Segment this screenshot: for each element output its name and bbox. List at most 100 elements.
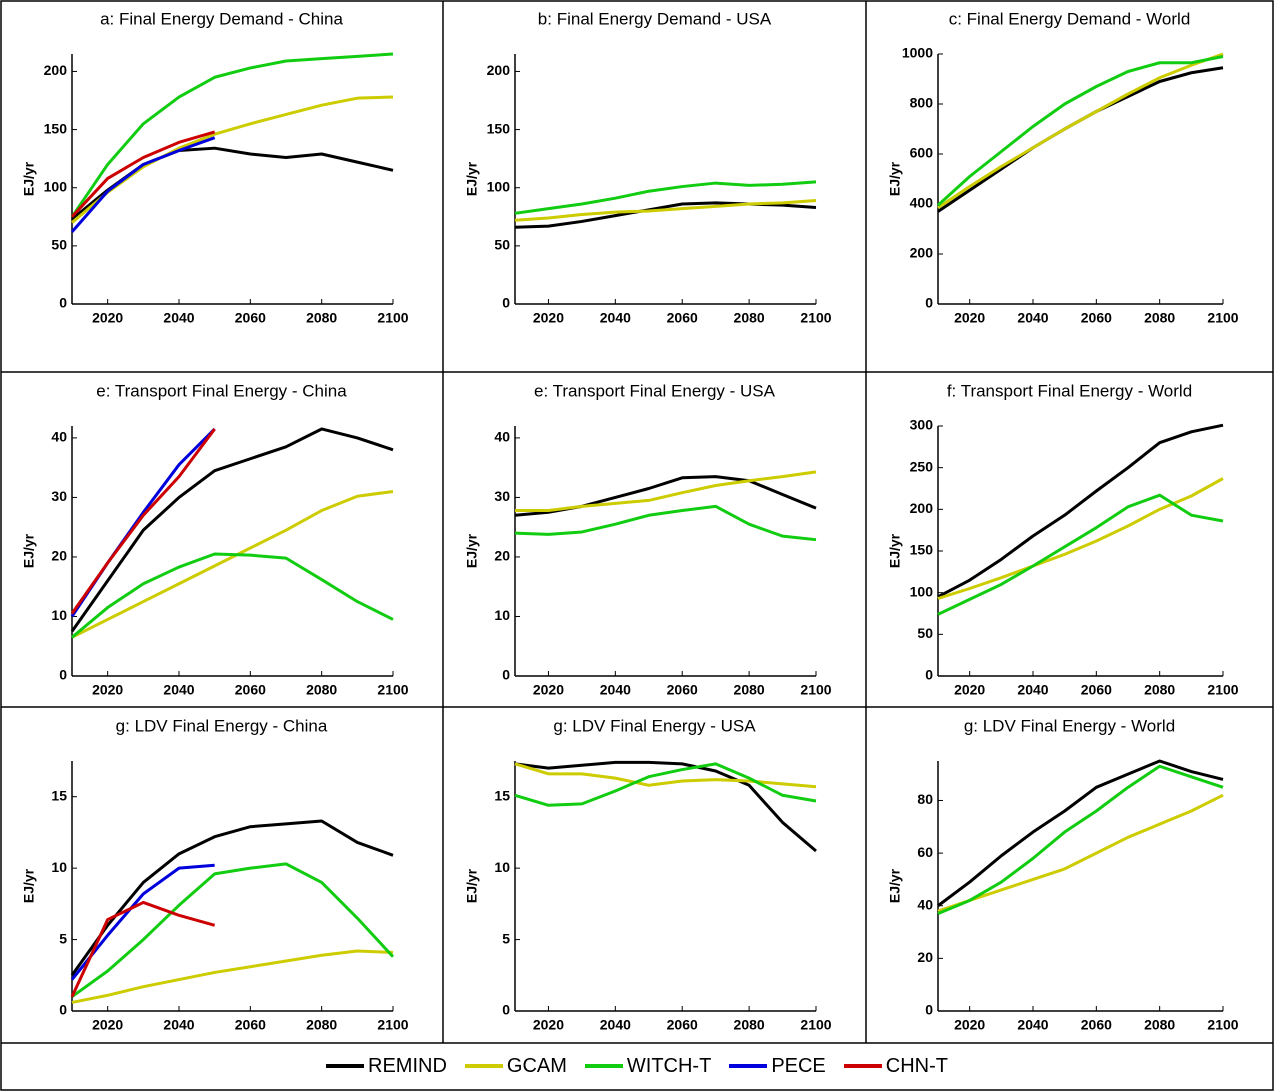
y-tick-label: 40 [51, 429, 67, 445]
x-tick-label: 2080 [306, 682, 337, 698]
x-tick-label: 2080 [734, 682, 765, 698]
series-line [514, 180, 817, 215]
panel: a: Final Energy Demand - China EJ/yr 0 50 10… [21, 9, 409, 325]
x-tick-label: 2020 [954, 310, 985, 326]
y-tick-label: 5 [59, 930, 67, 946]
y-tick-label: 200 [487, 62, 511, 78]
x-tick-label: 2080 [306, 310, 337, 326]
x-tick-label: 2020 [533, 1017, 564, 1033]
series-line [514, 762, 817, 807]
y-tick-label: 0 [925, 1002, 933, 1018]
series-line [71, 489, 394, 639]
legend-label: PECE [771, 1054, 826, 1077]
x-tick-label: 2040 [163, 1017, 194, 1033]
y-tick-label: 40 [494, 429, 510, 445]
series-line [514, 760, 817, 853]
x-tick-label: 2060 [667, 310, 698, 326]
series-line [70, 863, 215, 981]
y-tick-label: 400 [910, 195, 934, 211]
y-tick-label: 300 [910, 417, 934, 433]
y-tick-label: 60 [917, 844, 933, 860]
series-line [70, 130, 216, 218]
legend-swatch [584, 1064, 623, 1068]
panel: f: Transport Final Energy - World EJ/yr 0 5… [887, 381, 1239, 697]
legend-label: CHN-T [885, 1054, 948, 1077]
series-line [70, 427, 394, 633]
legend-swatch [729, 1064, 768, 1068]
y-axis-label: EJ/yr [464, 161, 480, 196]
y-tick-label: 100 [487, 178, 511, 194]
y-tick-label: 150 [910, 542, 934, 558]
series-line [70, 428, 216, 615]
y-axis-label: EJ/yr [464, 533, 480, 568]
x-tick-label: 2040 [600, 682, 631, 698]
y-tick-label: 80 [917, 791, 933, 807]
panel: e: Transport Final Energy - China EJ/yr 0 1… [21, 381, 409, 697]
panel: b: Final Energy Demand - USA EJ/yr 0 50 100 1… [464, 9, 832, 325]
x-tick-label: 2020 [92, 682, 123, 698]
y-tick-label: 15 [494, 787, 510, 803]
series-line [70, 136, 216, 233]
series-line [515, 470, 817, 513]
legend-item: WITCH-T [584, 1055, 711, 1078]
y-tick-label: 40 [917, 896, 933, 912]
y-tick-label: 20 [51, 548, 67, 564]
y-axis-label: EJ/yr [887, 161, 903, 196]
series-line [937, 493, 1224, 616]
panel: g: LDV Final Energy - WorldEJ/yr02040608… [887, 716, 1239, 1032]
y-tick-label: 10 [494, 859, 510, 875]
legend-item: GCAM [464, 1055, 567, 1078]
y-tick-label: 0 [59, 295, 67, 311]
x-tick-label: 2100 [377, 682, 408, 698]
x-tick-label: 2080 [1144, 1017, 1175, 1033]
y-axis-label: EJ/yr [887, 868, 903, 903]
y-axis-label: EJ/yr [21, 868, 37, 903]
y-tick-label: 0 [925, 295, 933, 311]
y-tick-label: 50 [494, 237, 510, 253]
legend: REMIND GCAM WITCH-T PECE CHN-T [0, 1043, 1274, 1089]
x-tick-label: 2020 [533, 310, 564, 326]
series-line [937, 759, 1224, 907]
panel-title: e: Transport Final Energy - China [96, 381, 347, 400]
legend-item: REMIND [326, 1055, 447, 1078]
series-line [937, 793, 1224, 913]
series-line [514, 199, 817, 222]
x-tick-label: 2080 [306, 1017, 337, 1033]
x-tick-label: 2080 [1144, 682, 1175, 698]
series-line [70, 819, 394, 977]
x-tick-label: 2020 [92, 1017, 123, 1033]
panel-title: g: LDV Final Energy - World [964, 716, 1175, 735]
series-line [937, 52, 1224, 209]
series-line [937, 66, 1224, 213]
y-tick-label: 1000 [902, 45, 933, 61]
x-tick-label: 2100 [800, 1017, 831, 1033]
y-axis-label: EJ/yr [887, 533, 903, 568]
y-tick-label: 30 [51, 488, 67, 504]
panel-title: g: LDV Final Energy - USA [553, 716, 756, 735]
y-tick-label: 0 [502, 295, 510, 311]
x-tick-label: 2100 [1207, 310, 1238, 326]
x-tick-label: 2100 [377, 310, 408, 326]
y-tick-label: 20 [917, 949, 933, 965]
y-tick-label: 10 [51, 859, 67, 875]
series-line [514, 762, 817, 789]
y-tick-label: 10 [51, 607, 67, 623]
y-tick-label: 200 [910, 245, 934, 261]
y-tick-label: 250 [910, 458, 934, 474]
legend-label: REMIND [368, 1054, 447, 1077]
y-tick-label: 50 [51, 237, 67, 253]
legend-item: PECE [729, 1054, 826, 1078]
x-tick-label: 2060 [235, 310, 266, 326]
x-tick-label: 2040 [1017, 1017, 1048, 1033]
x-tick-label: 2060 [667, 682, 698, 698]
x-tick-label: 2040 [1017, 682, 1048, 698]
series-line [70, 900, 216, 998]
y-tick-label: 50 [917, 625, 933, 641]
x-tick-label: 2040 [600, 1017, 631, 1033]
x-tick-label: 2060 [667, 1017, 698, 1033]
legend-swatch [464, 1064, 503, 1068]
x-tick-label: 2100 [377, 1017, 408, 1033]
series-line [70, 52, 394, 218]
